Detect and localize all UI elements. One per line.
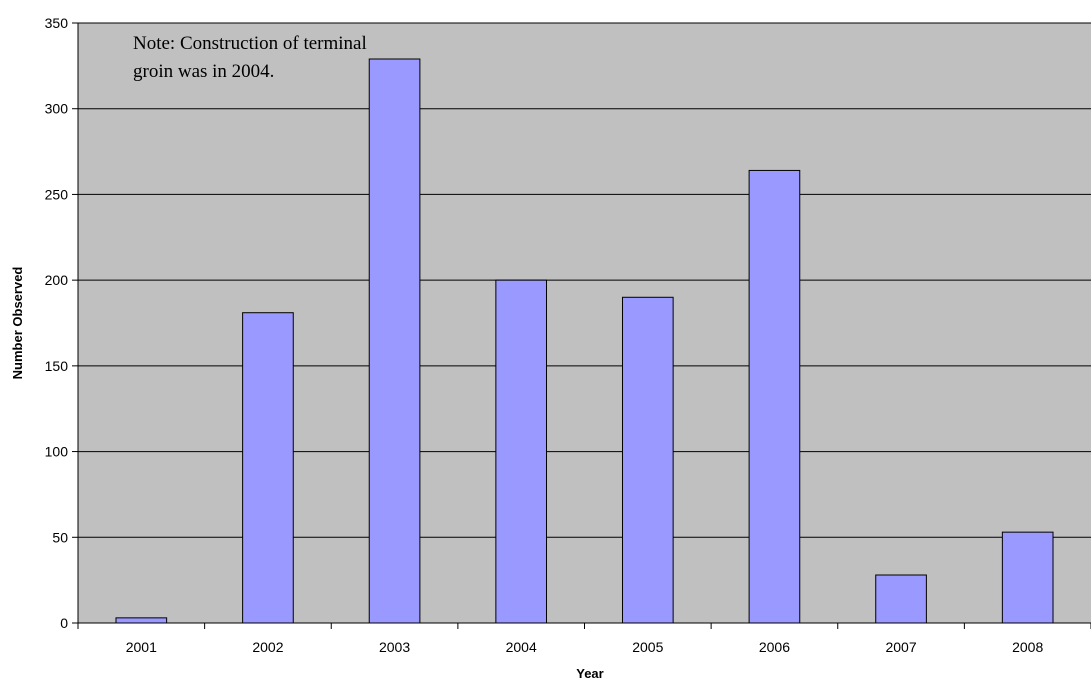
y-tick-label: 350 bbox=[45, 15, 69, 31]
y-axis-title: Number Observed bbox=[10, 267, 25, 380]
bar-2001 bbox=[115, 617, 168, 624]
x-tick-label: 2004 bbox=[506, 639, 537, 655]
x-tick-label: 2002 bbox=[252, 639, 283, 655]
x-tick-label: 2003 bbox=[379, 639, 410, 655]
bar-2007 bbox=[875, 574, 927, 624]
y-tick-label: 0 bbox=[60, 615, 68, 631]
x-axis-title: Year bbox=[576, 666, 603, 681]
x-tick-label: 2006 bbox=[759, 639, 790, 655]
bar-2002 bbox=[242, 312, 294, 624]
x-tick-label: 2008 bbox=[1012, 639, 1043, 655]
x-ticks: 2001 2002 2003 2004 2005 2006 2007 2008 bbox=[77, 623, 1091, 655]
annotation-line-2: groin was in 2004. bbox=[133, 61, 274, 82]
annotation-line-1: Note: Construction of terminal bbox=[133, 33, 367, 54]
y-tick-label: 50 bbox=[52, 529, 68, 545]
x-tick-label: 2005 bbox=[632, 639, 663, 655]
x-tick-label: 2001 bbox=[126, 639, 157, 655]
y-ticks: 0 50 100 150 200 250 300 350 bbox=[45, 15, 78, 631]
bar-2008 bbox=[1001, 531, 1054, 624]
bar-2004 bbox=[495, 279, 548, 624]
bar-2003 bbox=[368, 58, 421, 624]
plot-area bbox=[78, 23, 1091, 623]
y-tick-label: 250 bbox=[45, 186, 69, 202]
y-tick-label: 150 bbox=[45, 358, 69, 374]
bar-2006 bbox=[748, 169, 801, 624]
x-tick-label: 2007 bbox=[885, 639, 916, 655]
y-tick-label: 300 bbox=[45, 101, 69, 117]
bars bbox=[115, 58, 1054, 624]
y-tick-label: 200 bbox=[45, 272, 69, 288]
bar-2005 bbox=[621, 296, 674, 624]
y-tick-label: 100 bbox=[45, 444, 69, 460]
